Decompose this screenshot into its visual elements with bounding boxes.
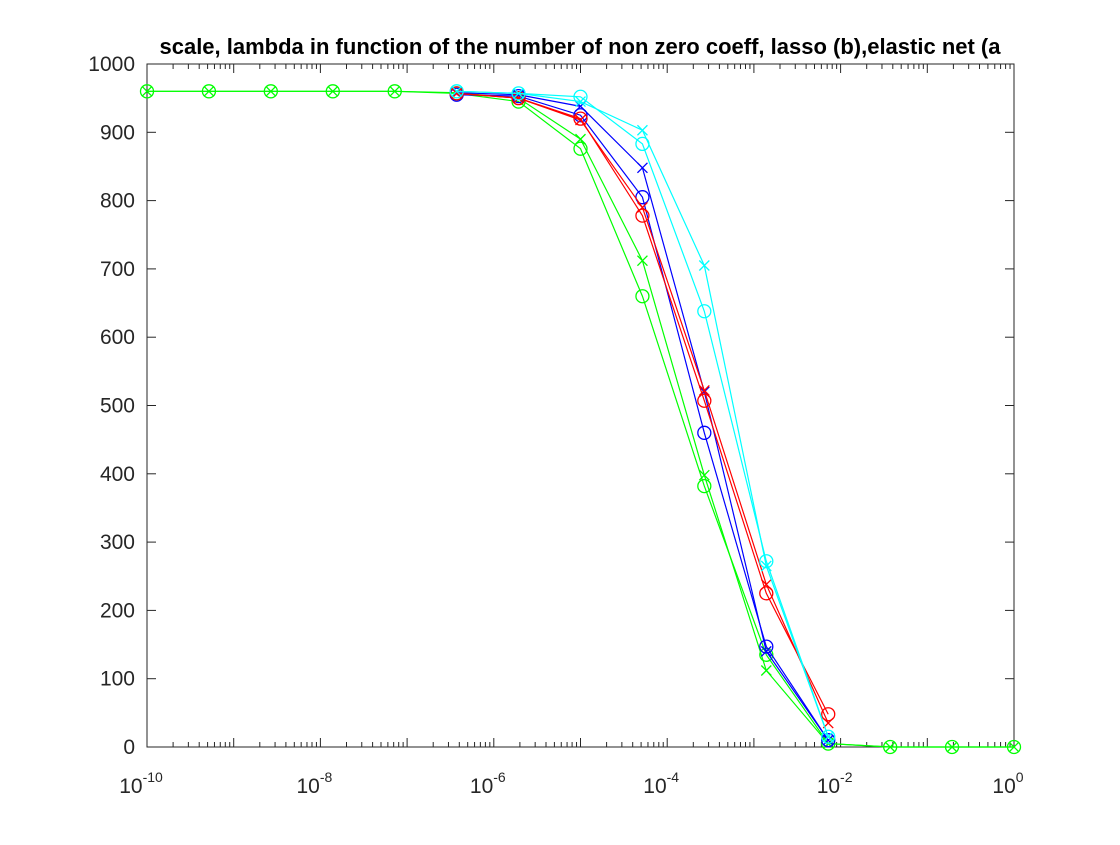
data-point-x <box>698 385 710 396</box>
y-tick-label: 1000 <box>88 53 135 76</box>
data-point-circle <box>635 136 650 152</box>
data-point-circle <box>635 190 650 205</box>
data-point-x <box>451 85 463 97</box>
data-point-circle <box>573 141 588 156</box>
x-tick-label: 10-6 <box>470 769 506 798</box>
data-point-circle <box>697 425 712 440</box>
data-point-circle <box>1006 739 1022 755</box>
data-point-circle <box>511 86 526 101</box>
y-tick-label: 100 <box>100 668 135 691</box>
series-line <box>147 90 1014 748</box>
x-tick-label: 10-4 <box>643 769 679 798</box>
data-point-x <box>760 665 772 676</box>
data-point-x <box>698 469 710 481</box>
data-point-circle <box>759 647 774 662</box>
data-point-x <box>636 162 648 174</box>
x-tick-label: 10-2 <box>817 769 853 798</box>
data-point-x <box>760 645 772 657</box>
data-point-circle <box>573 108 588 123</box>
data-point-circle <box>759 554 774 569</box>
series-line <box>456 90 829 737</box>
y-tick-label: 200 <box>100 599 135 622</box>
y-tick-label: 900 <box>100 121 135 144</box>
data-point-circle <box>449 84 464 99</box>
series-line <box>456 92 829 715</box>
data-point-circle <box>635 208 650 223</box>
data-point-x <box>822 731 834 743</box>
data-point-x <box>636 255 648 267</box>
data-point-circle <box>821 707 836 722</box>
data-point-circle <box>263 84 278 99</box>
data-point-x <box>822 734 834 746</box>
data-point-circle <box>759 586 774 601</box>
series-line <box>456 94 829 741</box>
data-point-circle <box>697 478 712 494</box>
data-point-circle <box>821 729 836 744</box>
data-point-circle <box>139 84 155 99</box>
data-point-x <box>636 124 648 136</box>
data-point-circle <box>573 111 588 126</box>
data-point-circle <box>325 84 340 99</box>
data-point-circle <box>697 304 712 319</box>
y-tick-label: 600 <box>100 326 135 349</box>
y-tick-label: 800 <box>100 190 135 213</box>
y-tick-label: 500 <box>100 395 135 418</box>
data-point-circle <box>573 89 588 104</box>
y-tick-label: 0 <box>123 736 135 759</box>
y-tick-label: 300 <box>100 531 135 554</box>
data-point-x <box>698 260 710 271</box>
data-point-circle <box>821 733 836 748</box>
data-point-x <box>575 96 586 108</box>
data-point-circle <box>511 91 526 106</box>
x-tick-label: 10-8 <box>296 769 332 798</box>
y-tick-label: 400 <box>100 463 135 486</box>
x-tick-label: 10-10 <box>119 769 163 798</box>
data-point-circle <box>759 639 774 654</box>
y-tick-label: 700 <box>100 258 135 281</box>
data-point-circle <box>635 289 650 304</box>
data-point-circle <box>944 739 960 755</box>
data-point-circle <box>883 739 898 755</box>
plot-area: 10-10 10-8 10-6 10-4 10-2 1000100200300400500… <box>88 53 1024 798</box>
x-tick-label: 100 <box>992 769 1023 798</box>
data-point-circle <box>697 393 712 408</box>
data-point-circle <box>387 84 402 99</box>
chart-title: scale, lambda in function of the number … <box>159 34 1001 59</box>
data-point-circle <box>201 84 217 99</box>
